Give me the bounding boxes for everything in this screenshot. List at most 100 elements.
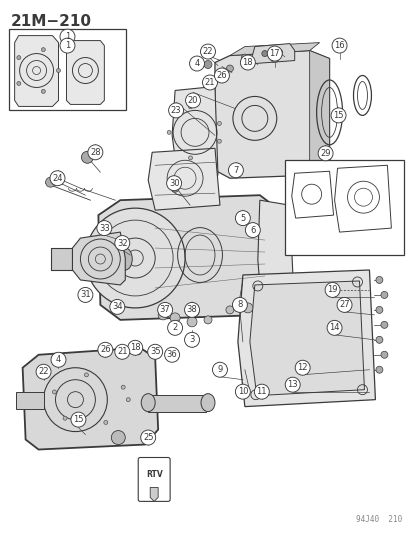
Text: 16: 16 (333, 41, 344, 50)
Circle shape (187, 317, 197, 327)
Circle shape (170, 313, 180, 323)
Circle shape (171, 184, 179, 192)
Circle shape (164, 348, 179, 362)
Circle shape (126, 398, 130, 402)
Text: 23: 23 (171, 106, 181, 115)
Text: 17: 17 (269, 49, 280, 58)
Circle shape (85, 208, 185, 308)
Circle shape (330, 108, 345, 123)
FancyBboxPatch shape (138, 457, 170, 502)
Circle shape (84, 373, 88, 377)
Circle shape (104, 421, 107, 424)
Circle shape (109, 300, 124, 314)
Circle shape (41, 47, 45, 52)
Bar (148, 394, 206, 411)
Circle shape (226, 65, 233, 72)
Text: 3: 3 (189, 335, 194, 344)
Circle shape (17, 55, 21, 60)
Circle shape (41, 90, 45, 93)
Text: 26: 26 (100, 345, 110, 354)
Circle shape (157, 302, 172, 317)
Circle shape (228, 163, 243, 177)
Circle shape (240, 55, 255, 70)
Circle shape (375, 366, 382, 373)
Ellipse shape (141, 394, 155, 411)
Circle shape (204, 61, 211, 69)
Text: 28: 28 (90, 148, 100, 157)
Circle shape (324, 282, 339, 297)
Polygon shape (98, 195, 284, 320)
Circle shape (202, 75, 217, 90)
Bar (9, 29, 126, 110)
Circle shape (317, 146, 332, 161)
Circle shape (326, 320, 341, 335)
Ellipse shape (201, 394, 214, 411)
Polygon shape (291, 171, 333, 218)
Circle shape (245, 223, 260, 238)
Circle shape (184, 333, 199, 348)
Text: 1: 1 (65, 41, 70, 50)
Text: 94J40  210: 94J40 210 (355, 515, 401, 524)
Text: 15: 15 (332, 111, 343, 120)
Text: 30: 30 (169, 179, 179, 188)
Circle shape (218, 69, 224, 76)
Circle shape (167, 131, 171, 134)
Polygon shape (148, 148, 219, 210)
Text: 29: 29 (320, 149, 330, 158)
Circle shape (204, 316, 211, 324)
Bar (16, 392, 43, 409)
Circle shape (60, 38, 75, 53)
Text: RTV: RTV (145, 470, 162, 479)
Polygon shape (150, 487, 158, 502)
Circle shape (190, 308, 199, 316)
Polygon shape (214, 51, 329, 178)
Text: 34: 34 (112, 302, 122, 311)
Text: 2: 2 (172, 324, 177, 333)
Text: 10: 10 (237, 387, 247, 396)
Circle shape (111, 431, 125, 445)
Circle shape (45, 177, 55, 187)
Text: 38: 38 (186, 305, 197, 314)
Polygon shape (172, 86, 217, 180)
Text: 31: 31 (80, 290, 90, 300)
Circle shape (81, 151, 93, 163)
Circle shape (235, 384, 250, 399)
Text: 8: 8 (237, 301, 242, 309)
Polygon shape (237, 270, 375, 407)
Circle shape (217, 139, 221, 143)
Text: 14: 14 (328, 324, 339, 333)
Text: 4: 4 (194, 59, 199, 68)
Circle shape (128, 340, 142, 356)
Text: 6: 6 (249, 225, 255, 235)
Text: 18: 18 (242, 58, 253, 67)
Circle shape (102, 351, 108, 357)
Text: 32: 32 (117, 239, 127, 247)
Circle shape (17, 82, 21, 85)
Text: 25: 25 (142, 433, 153, 442)
Polygon shape (14, 36, 58, 107)
Circle shape (285, 377, 299, 392)
Circle shape (114, 344, 129, 359)
Circle shape (225, 306, 233, 314)
Text: 5: 5 (240, 214, 245, 223)
Circle shape (189, 56, 204, 71)
Circle shape (52, 390, 56, 394)
Circle shape (294, 360, 309, 375)
Bar (50, 248, 125, 270)
Circle shape (217, 122, 221, 125)
Circle shape (214, 68, 229, 83)
Circle shape (331, 38, 346, 53)
Polygon shape (334, 165, 390, 232)
Text: 21: 21 (204, 78, 215, 87)
Text: 1: 1 (65, 32, 70, 41)
Circle shape (254, 384, 268, 399)
Circle shape (168, 103, 183, 118)
Circle shape (232, 297, 247, 312)
Text: 12: 12 (297, 363, 307, 372)
Circle shape (114, 236, 129, 251)
Circle shape (375, 277, 382, 284)
Text: 4: 4 (56, 356, 61, 364)
Text: 35: 35 (150, 348, 160, 356)
Circle shape (261, 51, 267, 56)
Circle shape (270, 54, 278, 62)
